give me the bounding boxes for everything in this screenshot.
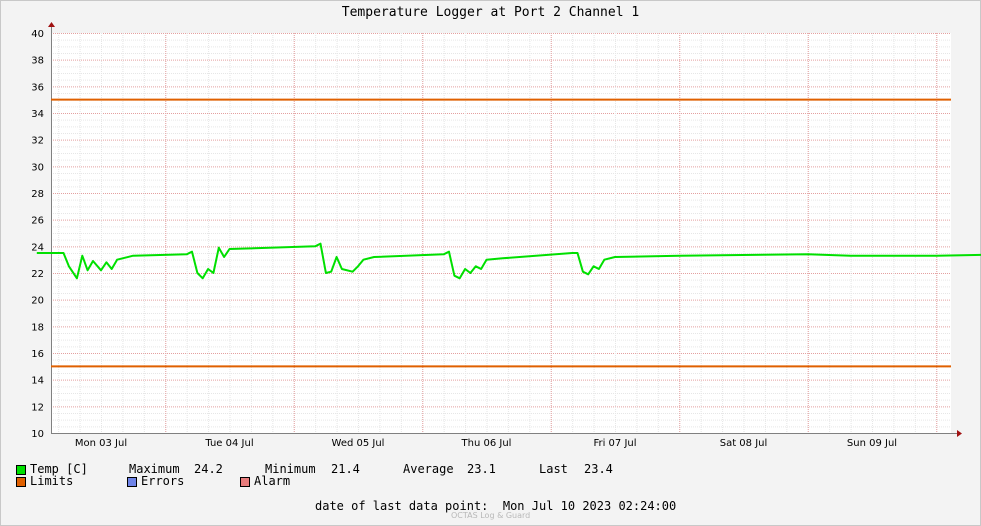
x-tick-labels: Mon 03 Jul Tue 04 Jul Wed 05 Jul Thu 06 Jul…	[75, 438, 897, 449]
x-tick-label: Mon 03 Jul	[75, 438, 127, 449]
y-tick-label: 16	[31, 349, 44, 360]
y-tick-label: 12	[31, 402, 44, 413]
x-tick-label: Fri 07 Jul	[593, 438, 636, 449]
y-tick-label: 18	[31, 322, 44, 333]
temp-legend-label: Temp [C]	[30, 462, 88, 476]
y-tick-label: 38	[31, 56, 44, 67]
x-tick-label: Wed 05 Jul	[332, 438, 385, 449]
x-axis-arrow	[957, 430, 962, 437]
minimum-label: Minimum	[265, 462, 316, 476]
y-tick-label: 20	[31, 296, 44, 307]
x-tick-label: Thu 06 Jul	[461, 438, 512, 449]
average-value: 23.1	[467, 462, 496, 476]
maximum-label: Maximum	[129, 462, 180, 476]
y-tick-label: 14	[31, 376, 44, 387]
alarm-legend-swatch	[240, 477, 250, 487]
grid-lines	[51, 33, 951, 434]
minimum-value: 21.4	[331, 462, 360, 476]
last-label: Last	[539, 462, 568, 476]
y-tick-label: 10	[31, 429, 44, 440]
temperature-series-line	[36, 242, 981, 280]
y-tick-label: 22	[31, 269, 44, 280]
alarm-legend-label: Alarm	[254, 474, 291, 488]
x-tick-label: Sat 08 Jul	[720, 438, 768, 449]
y-tick-label: 30	[31, 162, 44, 173]
y-tick-label: 24	[31, 242, 44, 253]
errors-legend-swatch	[127, 477, 137, 487]
y-axis-arrow	[48, 22, 55, 27]
series-layer	[36, 242, 981, 280]
errors-legend-label: Errors	[141, 474, 185, 488]
temp-legend-swatch	[16, 465, 26, 475]
maximum-value: 24.2	[194, 462, 223, 476]
y-tick-label: 26	[31, 216, 44, 227]
x-tick-label: Sun 09 Jul	[847, 438, 897, 449]
last-data-point: date of last data point: Mon Jul 10 2023…	[315, 499, 676, 513]
limit-lines	[51, 98, 951, 368]
last-data-point-value: Mon Jul 10 2023 02:24:00	[502, 499, 677, 513]
y-tick-label: 32	[31, 136, 44, 147]
y-tick-label: 36	[31, 82, 44, 93]
y-tick-label: 34	[31, 109, 44, 120]
y-tick-label: 28	[31, 189, 44, 200]
last-data-point-label: date of last data point:	[315, 499, 489, 513]
watermark-text: OCTAS Log & Guard	[451, 511, 531, 520]
y-tick-label: 40	[31, 29, 44, 40]
chart-title: Temperature Logger at Port 2 Channel 1	[341, 5, 640, 20]
average-label: Average	[403, 462, 454, 476]
x-tick-label: Tue 04 Jul	[204, 438, 253, 449]
limits-legend-swatch	[16, 477, 26, 487]
y-tick-labels: 10 12 14 16 18 20 22 24 26 28 30 32 34 36 38 40	[31, 29, 44, 440]
last-value: 23.4	[584, 462, 613, 476]
limits-legend-label: Limits	[30, 474, 74, 488]
